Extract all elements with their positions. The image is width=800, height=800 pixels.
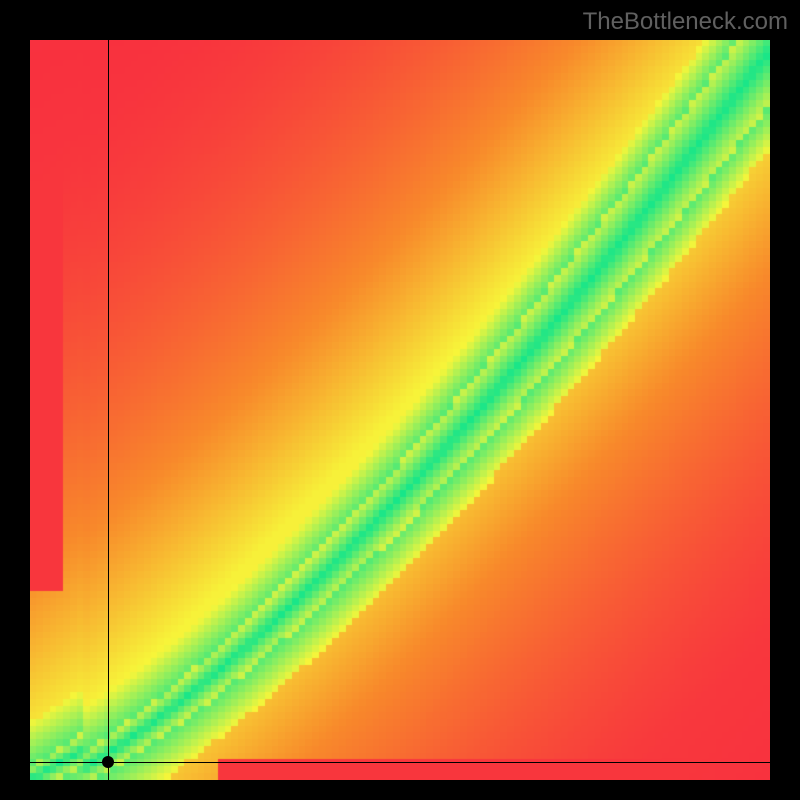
crosshair-horizontal — [30, 762, 770, 763]
heatmap-plot — [30, 40, 770, 780]
heatmap-canvas — [30, 40, 770, 780]
crosshair-vertical — [108, 40, 109, 780]
crosshair-marker — [102, 756, 114, 768]
watermark-text: TheBottleneck.com — [583, 8, 788, 36]
